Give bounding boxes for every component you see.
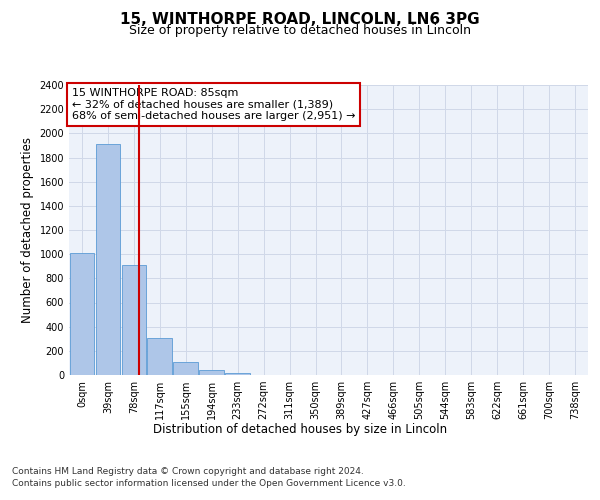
Bar bbox=[226, 372, 250, 375]
Y-axis label: Number of detached properties: Number of detached properties bbox=[21, 137, 34, 323]
Bar bbox=[199, 370, 224, 375]
Bar bbox=[148, 338, 172, 375]
Text: Contains public sector information licensed under the Open Government Licence v3: Contains public sector information licen… bbox=[12, 479, 406, 488]
Text: Distribution of detached houses by size in Lincoln: Distribution of detached houses by size … bbox=[153, 422, 447, 436]
Text: Size of property relative to detached houses in Lincoln: Size of property relative to detached ho… bbox=[129, 24, 471, 37]
Bar bbox=[122, 265, 146, 375]
Bar bbox=[70, 253, 94, 375]
Bar bbox=[173, 362, 198, 375]
Text: Contains HM Land Registry data © Crown copyright and database right 2024.: Contains HM Land Registry data © Crown c… bbox=[12, 468, 364, 476]
Text: 15 WINTHORPE ROAD: 85sqm
← 32% of detached houses are smaller (1,389)
68% of sem: 15 WINTHORPE ROAD: 85sqm ← 32% of detach… bbox=[71, 88, 355, 121]
Bar bbox=[95, 144, 120, 375]
Text: 15, WINTHORPE ROAD, LINCOLN, LN6 3PG: 15, WINTHORPE ROAD, LINCOLN, LN6 3PG bbox=[120, 12, 480, 28]
